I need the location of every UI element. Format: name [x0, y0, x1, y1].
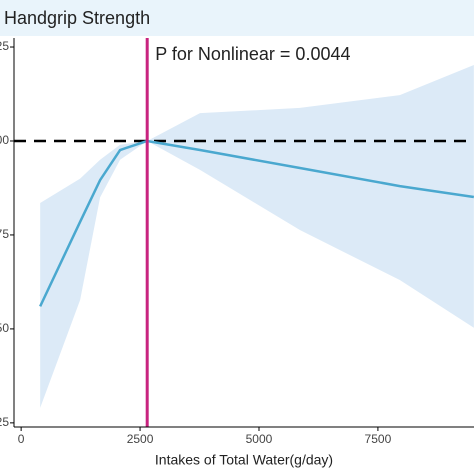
x-tick-label: 5000: [246, 432, 273, 446]
confidence-band: [40, 65, 474, 408]
annotation: P for Nonlinear = 0.0044: [155, 44, 350, 64]
y-tick-label: 1.00: [0, 133, 9, 147]
x-tick-label: 0: [18, 432, 25, 446]
chart-title: Handgrip Strength: [4, 8, 150, 28]
y-tick-label: 0.75: [0, 227, 9, 241]
title-strip: [0, 0, 474, 36]
x-tick-label: 2500: [127, 432, 154, 446]
x-tick-label: 7500: [365, 432, 392, 446]
y-tick-label: 0.50: [0, 321, 9, 335]
y-tick-label: 0.25: [0, 415, 9, 429]
y-tick-label: 1.25: [0, 39, 9, 53]
x-axis-label: Intakes of Total Water(g/day): [155, 452, 333, 468]
